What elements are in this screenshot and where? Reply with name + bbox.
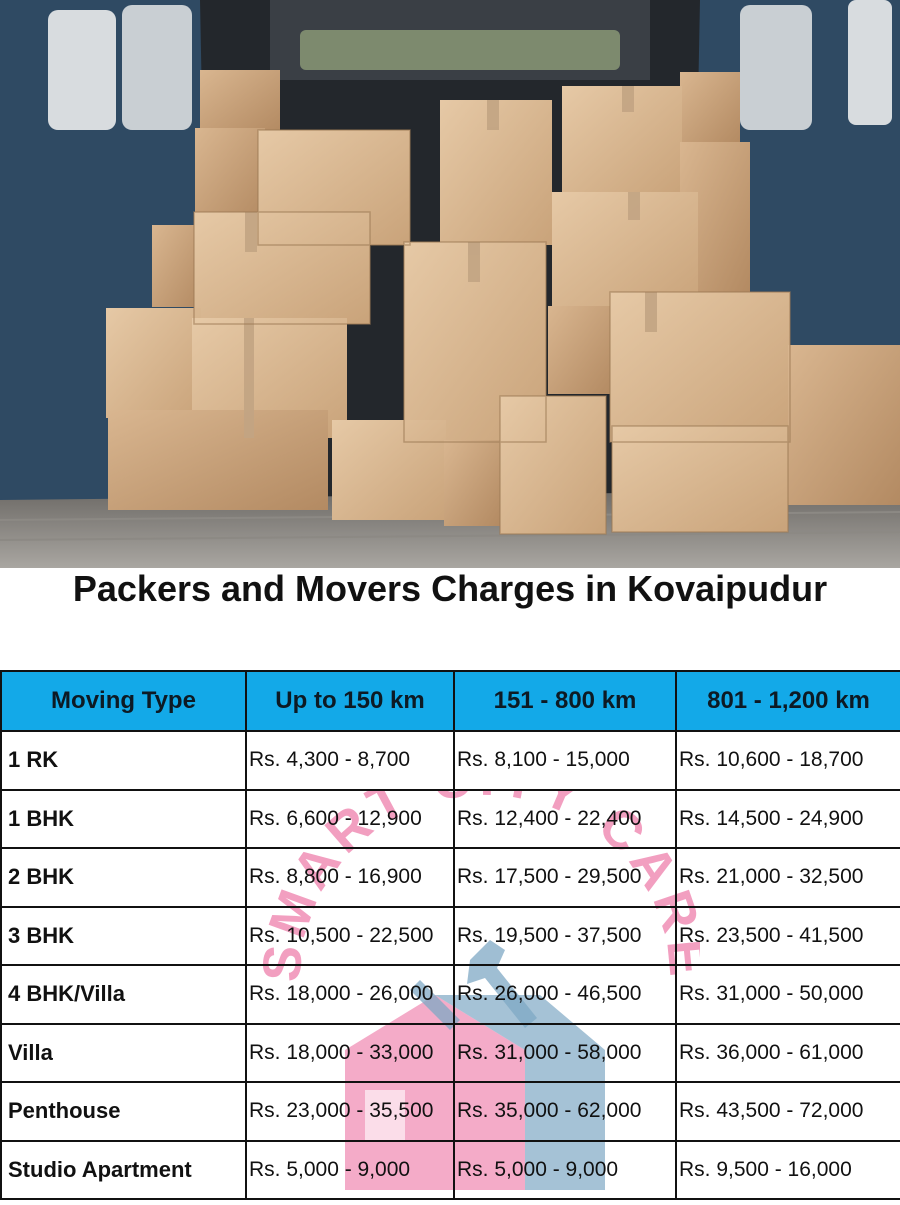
price-cell: Rs. 9,500 - 16,000 [675,1139,900,1200]
price-cell: Rs. 17,500 - 29,500 [453,847,677,908]
header-151-800km: 151 - 800 km [453,670,677,732]
price-cell: Rs. 26,000 - 46,500 [453,964,677,1025]
table-row: 1 BHK Rs. 6,600 - 12,900 Rs. 12,400 - 22… [0,788,900,849]
table-row: 2 BHK Rs. 8,800 - 16,900 Rs. 17,500 - 29… [0,847,900,908]
price-cell: Rs. 43,500 - 72,000 [675,1081,900,1142]
table-row: Studio Apartment Rs. 5,000 - 9,000 Rs. 5… [0,1139,900,1200]
price-cell: Rs. 23,500 - 41,500 [675,905,900,966]
price-cell: Rs. 19,500 - 37,500 [453,905,677,966]
charges-table: Moving Type Up to 150 km 151 - 800 km 80… [0,670,900,1200]
price-cell: Rs. 18,000 - 33,000 [245,1022,455,1083]
moving-type-cell: Studio Apartment [0,1139,247,1200]
moving-type-cell: 2 BHK [0,847,247,908]
price-cell: Rs. 10,600 - 18,700 [675,730,900,791]
table-row: Villa Rs. 18,000 - 33,000 Rs. 31,000 - 5… [0,1022,900,1083]
price-cell: Rs. 21,000 - 32,500 [675,847,900,908]
price-cell: Rs. 6,600 - 12,900 [245,788,455,849]
price-cell: Rs. 31,000 - 50,000 [675,964,900,1025]
price-cell: Rs. 5,000 - 9,000 [245,1139,455,1200]
moving-type-cell: 1 BHK [0,788,247,849]
price-cell: Rs. 35,000 - 62,000 [453,1081,677,1142]
table-row: 4 BHK/Villa Rs. 18,000 - 26,000 Rs. 26,0… [0,964,900,1025]
price-cell: Rs. 10,500 - 22,500 [245,905,455,966]
moving-type-cell: 4 BHK/Villa [0,964,247,1025]
header-801-1200km: 801 - 1,200 km [675,670,900,732]
moving-type-cell: Villa [0,1022,247,1083]
price-cell: Rs. 31,000 - 58,000 [453,1022,677,1083]
price-cell: Rs. 18,000 - 26,000 [245,964,455,1025]
table-row: 1 RK Rs. 4,300 - 8,700 Rs. 8,100 - 15,00… [0,730,900,791]
price-cell: Rs. 4,300 - 8,700 [245,730,455,791]
price-cell: Rs. 14,500 - 24,900 [675,788,900,849]
table-header-row: Moving Type Up to 150 km 151 - 800 km 80… [0,670,900,732]
price-cell: Rs. 8,100 - 15,000 [453,730,677,791]
price-cell: Rs. 36,000 - 61,000 [675,1022,900,1083]
moving-type-cell: 1 RK [0,730,247,791]
moving-type-cell: Penthouse [0,1081,247,1142]
moving-type-cell: 3 BHK [0,905,247,966]
table-row: 3 BHK Rs. 10,500 - 22,500 Rs. 19,500 - 3… [0,905,900,966]
price-cell: Rs. 23,000 - 35,500 [245,1081,455,1142]
van-boxes-illustration [0,0,900,568]
page-title: Packers and Movers Charges in Kovaipudur [72,568,828,609]
table-row: Penthouse Rs. 23,000 - 35,500 Rs. 35,000… [0,1081,900,1142]
header-moving-type: Moving Type [0,670,247,732]
price-cell: Rs. 8,800 - 16,900 [245,847,455,908]
price-cell: Rs. 5,000 - 9,000 [453,1139,677,1200]
header-up-to-150km: Up to 150 km [245,670,455,732]
hero-photo-van-boxes [0,0,900,568]
price-cell: Rs. 12,400 - 22,400 [453,788,677,849]
